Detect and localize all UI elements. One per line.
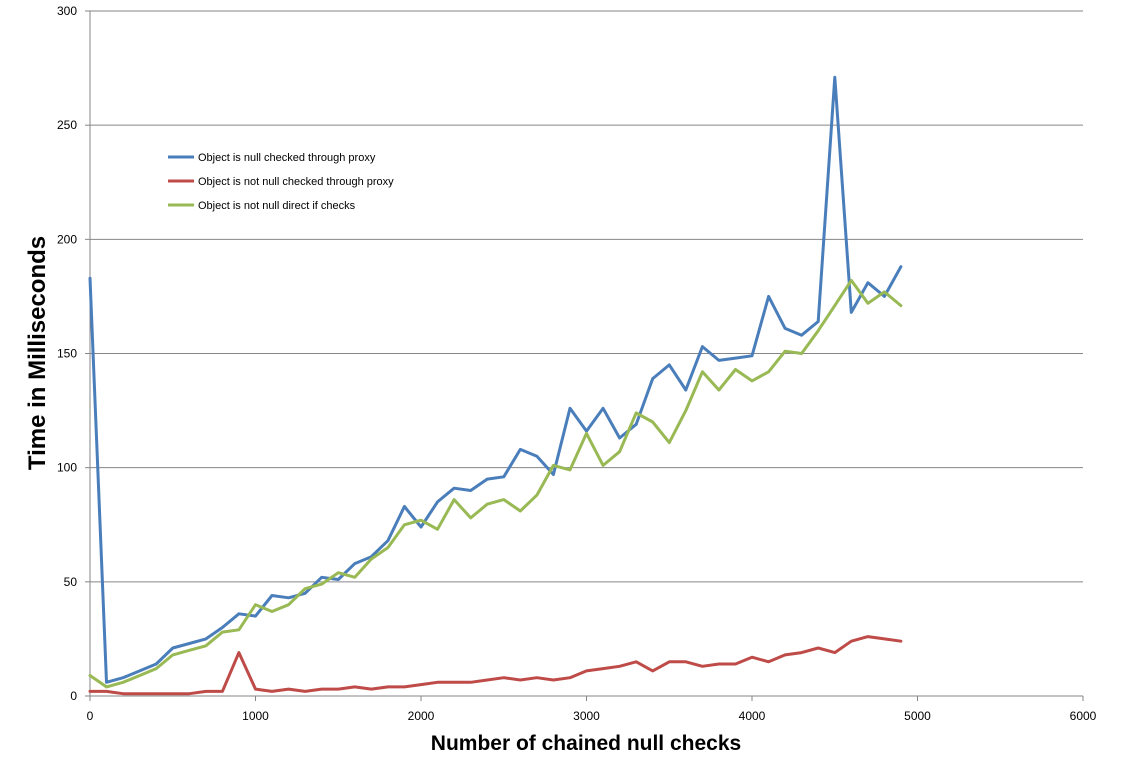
y-tick-label: 50 xyxy=(64,575,78,589)
y-tick-label: 300 xyxy=(57,4,77,18)
x-tick-label: 4000 xyxy=(739,709,766,723)
x-tick-labels: 0 1000 2000 3000 4000 5000 6000 xyxy=(87,696,1097,723)
legend-label-1: Object is null checked through proxy xyxy=(198,152,376,164)
x-tick-label: 1000 xyxy=(242,709,269,723)
x-axis-title: Number of chained null checks xyxy=(431,732,741,755)
series-line-2 xyxy=(88,635,903,696)
y-tick-label: 0 xyxy=(70,689,77,703)
x-tick-label: 3000 xyxy=(573,709,600,723)
horizontal-gridlines xyxy=(90,10,1083,583)
x-tick-label: 0 xyxy=(87,709,94,723)
series-lines xyxy=(88,75,903,696)
x-tick-label: 5000 xyxy=(904,709,931,723)
x-tick-label: 2000 xyxy=(408,709,435,723)
legend: Object is null checked through proxy Obje… xyxy=(168,152,394,212)
legend-label-3: Object is not null direct if checks xyxy=(198,200,356,212)
y-tick-label: 100 xyxy=(57,461,77,475)
series-line-3 xyxy=(88,278,903,689)
x-tick-label: 6000 xyxy=(1070,709,1097,723)
y-tick-label: 150 xyxy=(57,347,77,361)
legend-label-2: Object is not null checked through proxy xyxy=(198,176,394,188)
y-axis-title: Time in Milliseconds xyxy=(24,236,51,470)
y-tick-label: 200 xyxy=(57,232,77,246)
y-tick-label: 250 xyxy=(57,118,77,132)
series-line-1 xyxy=(88,75,903,684)
y-tick-labels: 0 50 100 150 200 250 300 xyxy=(57,4,90,703)
